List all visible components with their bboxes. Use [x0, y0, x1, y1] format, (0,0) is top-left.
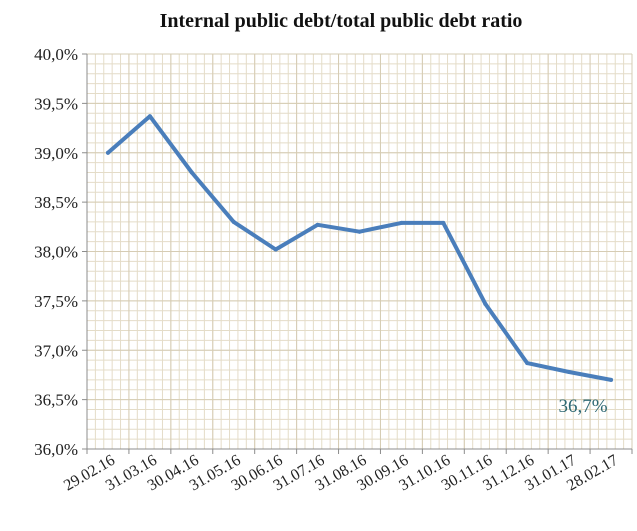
x-axis-ticks: 29.02.1631.03.1630.04.1631.05.1630.06.16…: [61, 452, 621, 495]
data-point: [567, 369, 572, 374]
data-point: [105, 150, 110, 155]
y-tick-label: 39,0%: [34, 144, 78, 163]
y-tick-label: 39,5%: [34, 94, 78, 113]
data-point: [273, 247, 278, 252]
data-point: [147, 114, 152, 119]
y-tick-label: 36,0%: [34, 440, 78, 459]
data-point: [399, 220, 404, 225]
data-point: [231, 219, 236, 224]
y-tick-label: 36,5%: [34, 391, 78, 410]
data-point: [315, 222, 320, 227]
data-point: [441, 220, 446, 225]
series-layer: [105, 114, 614, 382]
y-tick-label: 37,5%: [34, 292, 78, 311]
y-tick-label: 38,0%: [34, 243, 78, 262]
data-labels: 36,7%: [558, 396, 607, 417]
data-label: 36,7%: [558, 396, 607, 417]
y-tick-label: 37,0%: [34, 341, 78, 360]
y-axis-ticks: 36,0% 36,5% 37,0% 37,5% 38,0% 38,5% 39,0% 39,5%…: [34, 45, 78, 459]
y-tick-label: 40,0%: [34, 45, 78, 64]
data-point: [609, 377, 614, 382]
data-point: [189, 170, 194, 175]
axes: [82, 53, 633, 454]
data-point: [525, 361, 530, 366]
data-point: [357, 229, 362, 234]
chart-title: Internal public debt/total public debt r…: [160, 10, 523, 32]
y-tick-label: 38,5%: [34, 193, 78, 212]
data-point: [483, 301, 488, 306]
